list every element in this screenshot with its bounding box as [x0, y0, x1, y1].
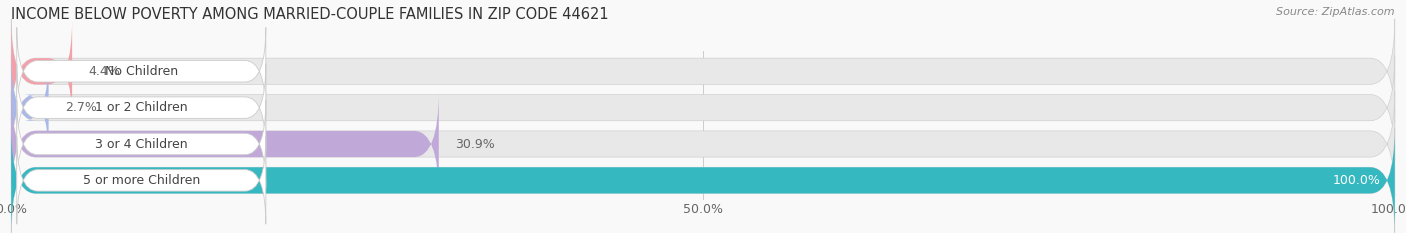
FancyBboxPatch shape [11, 92, 1395, 196]
FancyBboxPatch shape [11, 19, 72, 124]
FancyBboxPatch shape [17, 137, 266, 224]
Text: 2.7%: 2.7% [65, 101, 97, 114]
Text: 4.4%: 4.4% [89, 65, 121, 78]
Text: No Children: No Children [104, 65, 179, 78]
FancyBboxPatch shape [11, 55, 49, 160]
FancyBboxPatch shape [17, 64, 266, 151]
Text: 100.0%: 100.0% [1333, 174, 1381, 187]
Text: INCOME BELOW POVERTY AMONG MARRIED-COUPLE FAMILIES IN ZIP CODE 44621: INCOME BELOW POVERTY AMONG MARRIED-COUPL… [11, 7, 609, 22]
FancyBboxPatch shape [17, 100, 266, 188]
Text: 30.9%: 30.9% [456, 137, 495, 151]
Text: 3 or 4 Children: 3 or 4 Children [96, 137, 187, 151]
Text: 5 or more Children: 5 or more Children [83, 174, 200, 187]
FancyBboxPatch shape [11, 19, 1395, 124]
FancyBboxPatch shape [11, 128, 1395, 233]
FancyBboxPatch shape [11, 128, 1395, 233]
FancyBboxPatch shape [11, 55, 1395, 160]
FancyBboxPatch shape [11, 92, 439, 196]
Text: Source: ZipAtlas.com: Source: ZipAtlas.com [1277, 7, 1395, 17]
Text: 1 or 2 Children: 1 or 2 Children [96, 101, 187, 114]
FancyBboxPatch shape [17, 27, 266, 115]
